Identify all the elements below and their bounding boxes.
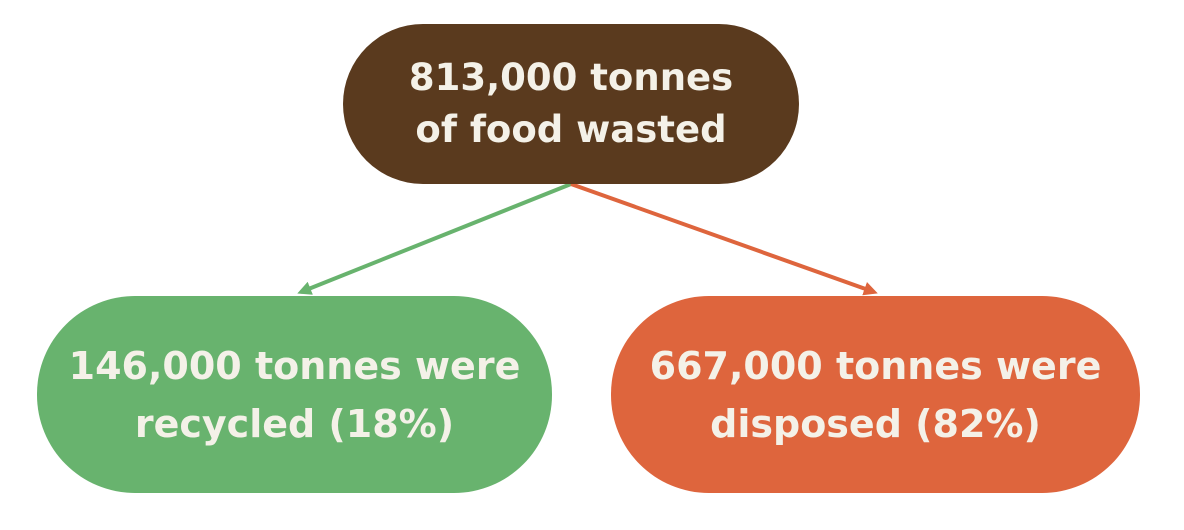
disposed-node-line-2: disposed (82%) xyxy=(710,401,1041,446)
root-node-food-wasted: 813,000 tonnes of food wasted xyxy=(343,24,799,184)
edge-to-disposed xyxy=(570,182,878,296)
recycled-node-line-1: 146,000 tonnes were xyxy=(68,343,521,388)
child-node-disposed: 667,000 tonnes were disposed (82%) xyxy=(611,296,1140,493)
disposed-node-line-1: 667,000 tonnes were xyxy=(649,343,1102,388)
root-node-line-2: of food wasted xyxy=(415,108,727,151)
recycled-node-line-2: recycled (18%) xyxy=(134,401,455,446)
root-node-line-1: 813,000 tonnes xyxy=(408,56,734,99)
edge-to-recycled xyxy=(297,182,572,295)
child-node-recycled: 146,000 tonnes were recycled (18%) xyxy=(37,296,552,493)
